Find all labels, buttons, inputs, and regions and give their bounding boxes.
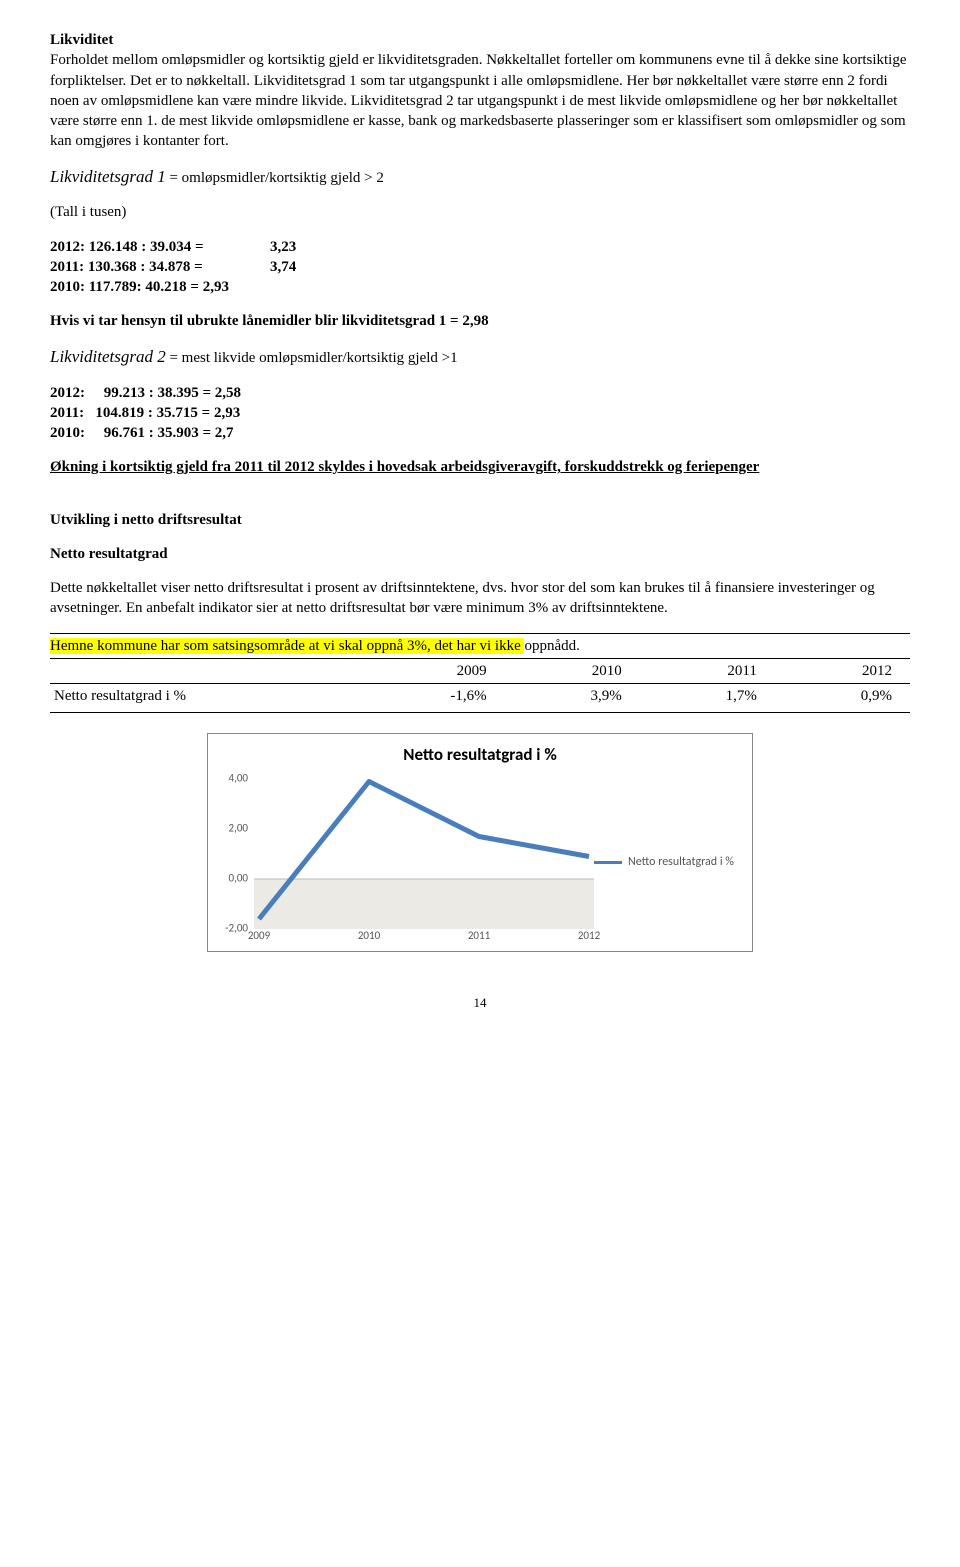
chart-netto-resultatgrad: Netto resultatgrad i % -2,00 0,00 2,00 4,00… [207,733,753,952]
table-cell: 1,7% [640,684,775,709]
paragraph-likviditet: Forholdet mellom omløpsmidler og kortsik… [50,50,910,151]
table-header: 2009 [359,659,504,684]
heading-likviditet: Likviditet [50,30,910,50]
heading-netto-resultatgrad: Netto resultatgrad [50,544,910,564]
calc-row-value: 3,23 [270,237,296,257]
x-tick-label: 2010 [358,929,380,944]
x-tick-label: 2009 [248,929,270,944]
legend-label: Netto resultatgrad i % [628,854,734,870]
formula-likviditet-2: Likviditetsgrad 2 = mest likvide omløpsm… [50,346,910,369]
calc-row-label: 2012: 126.148 : 39.034 = [50,237,270,257]
formula-likviditet-1: Likviditetsgrad 1 = omløpsmidler/kortsik… [50,166,910,189]
table-cell: 3,9% [505,684,640,709]
calc-block-1: 2012: 126.148 : 39.034 =3,232011: 130.36… [50,237,910,298]
table-row-label: Netto resultatgrad i % [50,684,359,709]
calc-row-label: 2010: 117.789: 40.218 = 2,93 [50,277,270,297]
page-number: 14 [50,994,910,1012]
chart-legend: Netto resultatgrad i % [594,779,740,945]
x-tick-label: 2012 [578,929,600,944]
x-tick-label: 2011 [468,929,490,944]
chart-line [259,782,589,920]
y-tick-label: 2,00 [229,822,248,837]
calc-row-label: 2011: 130.368 : 34.878 = [50,257,270,277]
table-cell: -1,6% [359,684,504,709]
note-okning-kortsiktig-gjeld: Økning i kortsiktig gjeld fra 2011 til 2… [50,457,910,477]
table-header: 2011 [640,659,775,684]
note-ubrukte-lanemidler: Hvis vi tar hensyn til ubrukte lånemidle… [50,311,910,331]
paragraph-netto-resultatgrad: Dette nøkkeltallet viser netto driftsres… [50,578,910,619]
y-tick-label: 4,00 [229,772,248,787]
legend-swatch [594,861,622,864]
calc-row-value: 3,74 [270,257,296,277]
table-cell: 0,9% [775,684,910,709]
table-header: 2012 [775,659,910,684]
calc-block-2: 2012: 99.213 : 38.395 = 2,582011: 104.81… [50,383,910,444]
table-netto-resultatgrad: 2009201020112012 Netto resultatgrad i %-1… [50,659,910,714]
heading-utvikling: Utvikling i netto driftsresultat [50,510,910,530]
calc-row: 2010: 96.761 : 35.903 = 2,7 [50,423,910,443]
table-header: 2010 [505,659,640,684]
chart-title: Netto resultatgrad i % [220,744,740,767]
y-tick-label: -2,00 [225,922,248,937]
calc-row: 2011: 104.819 : 35.715 = 2,93 [50,403,910,423]
calc-row: 2012: 99.213 : 38.395 = 2,58 [50,383,910,403]
y-tick-label: 0,00 [229,872,248,887]
label-tall-i-tusen: (Tall i tusen) [50,202,910,222]
highlight-line: Hemne kommune har som satsingsområde at … [50,633,910,659]
